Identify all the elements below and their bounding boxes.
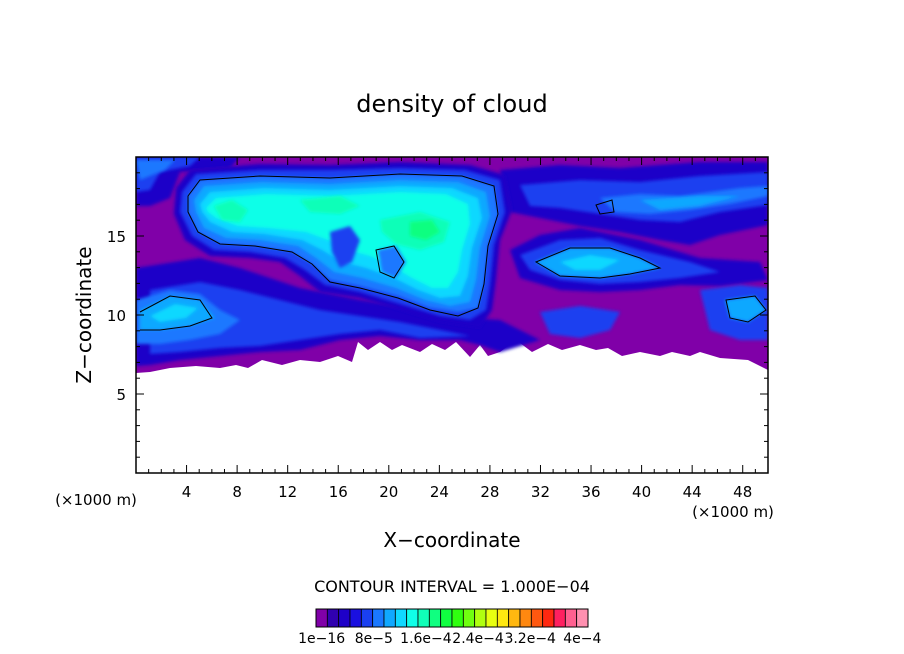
y-tick-label: 10	[107, 307, 126, 325]
x-tick-label: 28	[480, 483, 499, 501]
colorbar-swatch	[553, 608, 566, 628]
x-tick-label: 40	[632, 483, 651, 501]
colorbar-swatch	[462, 608, 476, 628]
colorbar-swatch	[542, 608, 555, 628]
x-tick-label: 8	[232, 483, 242, 501]
colorbar-tick-label: 4e−4	[563, 631, 601, 647]
x-unit-label: (×1000 m)	[692, 503, 774, 521]
x-tick-label: 16	[329, 483, 348, 501]
colorbar-swatch	[485, 608, 498, 628]
x-tick-label: 32	[531, 483, 550, 501]
colorbar-tick-label: 1e−16	[298, 631, 345, 647]
colorbar-swatch	[406, 608, 419, 628]
colorbar-swatch	[451, 608, 464, 628]
contour-interval-label: CONTOUR INTERVAL = 1.000E−04	[314, 577, 590, 596]
x-tick-label: 20	[379, 483, 398, 501]
colorbar-swatch	[508, 608, 521, 628]
x-tick-label: 44	[683, 483, 702, 501]
y-axis: 5 10 15	[107, 172, 768, 458]
contour-lines	[139, 173, 767, 331]
colorbar-swatch	[383, 608, 396, 628]
colorbar-swatch	[530, 608, 544, 628]
colorbar-swatch	[360, 608, 374, 628]
colorbar-swatch	[372, 608, 385, 628]
colorbar-tick-label: 3.2e−4	[504, 631, 556, 647]
y-tick-label: 15	[107, 228, 126, 246]
z-unit-label: (×1000 m)	[55, 491, 137, 509]
colorbar-tick-label: 8e−5	[355, 631, 393, 647]
colorbar-swatch	[417, 608, 430, 628]
colorbar-swatch	[564, 608, 578, 628]
y-axis-title: Z−coordinate	[72, 246, 96, 383]
colorbar-swatch	[326, 608, 340, 628]
colorbar-tick-label: 1.6e−4	[400, 631, 452, 647]
colorbar-swatch	[474, 608, 487, 628]
chart-title: density of cloud	[356, 90, 547, 118]
colorbar	[315, 608, 589, 628]
colorbar-swatch	[349, 608, 362, 628]
y-tick-label: 5	[116, 386, 126, 404]
contour-field	[136, 157, 768, 373]
colorbar-frame	[315, 608, 589, 628]
colorbar-labels: 1e−16 8e−5 1.6e−4 2.4e−4 3.2e−4 4e−4	[298, 631, 601, 647]
colorbar-swatch	[338, 608, 351, 628]
colorbar-swatch	[315, 608, 328, 628]
colorbar-swatch	[576, 608, 589, 628]
x-axis-title: X−coordinate	[383, 528, 520, 552]
x-axis: 4 8 12 16 20 24 28 32 36 40 44 48	[148, 157, 756, 501]
colorbar-swatch	[440, 608, 453, 628]
x-tick-label: 48	[733, 483, 752, 501]
x-tick-label: 12	[278, 483, 297, 501]
colorbar-swatch	[394, 608, 408, 628]
colorbar-swatch	[519, 608, 532, 628]
x-tick-label: 4	[182, 483, 192, 501]
colorbar-swatch	[428, 608, 442, 628]
colorbar-swatch	[496, 608, 510, 628]
x-tick-label: 36	[581, 483, 600, 501]
x-tick-label: 24	[430, 483, 449, 501]
colorbar-tick-label: 2.4e−4	[452, 631, 504, 647]
